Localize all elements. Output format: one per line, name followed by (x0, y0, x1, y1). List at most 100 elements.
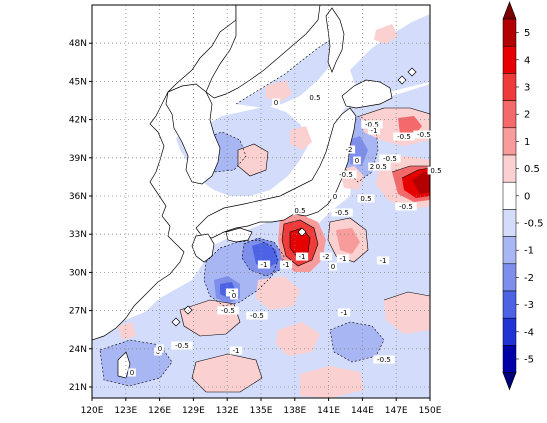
contour-line (179, 299, 241, 337)
negative-anomaly-region (350, 14, 430, 98)
positive-anomaly-region (238, 144, 268, 176)
positive-anomaly-region (290, 126, 312, 150)
contour-label: -1 (341, 309, 348, 317)
lon-tick-label: 126E (148, 406, 171, 416)
lon-tick-label: 144E (351, 406, 374, 416)
contour-label: -0.5 (383, 155, 397, 163)
lon-tick-label: 129E (182, 406, 205, 416)
contour-label-bg (128, 368, 136, 377)
lat-tick-label: 33N (69, 230, 87, 240)
contour-line (329, 321, 385, 363)
contour-label-bg (279, 260, 293, 269)
colorbar-label: 0 (524, 191, 530, 202)
contour-line (191, 353, 263, 393)
colorbar-label: 3 (524, 83, 530, 94)
latitude-axis: 21N 24N 27N 30N 33N 36N 39N 42N 45N 48N (69, 39, 92, 393)
contour-line (401, 167, 430, 179)
contour-label: -0.5 (250, 312, 264, 320)
colorbar-segment (502, 73, 517, 101)
longitude-axis: 120E 123E 126E 129E 132E 135E 138E 141E 144E 147E… (81, 398, 442, 416)
contour-label-bg (217, 306, 239, 315)
colorbar-label: 0.5 (524, 164, 540, 175)
positive-anomaly-region (266, 80, 292, 102)
contour-label: -1 (283, 261, 290, 269)
contour-line (281, 219, 319, 267)
colorbar-segment (502, 45, 517, 74)
colorbar-label: -2 (524, 273, 534, 284)
contour-label-bg (246, 311, 268, 320)
contour-label-bg (361, 120, 383, 129)
contour-line (327, 217, 369, 263)
contour-label: -0.5 (335, 209, 349, 217)
lon-tick-label: 120E (81, 406, 104, 416)
contour-line (359, 107, 430, 117)
contour-label: -1 (340, 255, 347, 263)
contour-label-bg (427, 166, 445, 175)
contour-label: 0 (130, 369, 134, 377)
colorbar-segment (502, 127, 517, 156)
map-plot-area (92, 5, 430, 398)
colorbar: 5 4 3 2 1 0.5 0 -0.5 -1 -2 -3 -4 -5 (502, 1, 544, 391)
contour-label-bg (337, 308, 351, 317)
contour-label-bg (413, 130, 435, 139)
colorbar-label: 1 (524, 137, 530, 148)
positive-anomaly-region (276, 322, 320, 356)
contour-line (241, 237, 285, 277)
colorbar-label: -4 (524, 327, 534, 338)
contour-line (339, 115, 379, 183)
contour-label-bg (393, 132, 415, 141)
contour-label-bg (336, 254, 350, 263)
contour-label: -0.5 (175, 342, 189, 350)
negative-anomaly-region (236, 40, 340, 108)
contour-label: -0.5 (365, 121, 379, 129)
contour-label-bg (367, 126, 381, 135)
contour-label: 0 (158, 345, 162, 353)
contour-label: -1 (380, 257, 387, 265)
colorbar-label: -5 (524, 355, 534, 366)
contour-label: -0.5 (221, 307, 235, 315)
contour-label-bg (331, 192, 339, 201)
ryukyu-island (171, 317, 181, 327)
contour-line (237, 143, 269, 177)
contour-label-bg (357, 194, 375, 203)
contour-label: -0.5 (417, 131, 431, 139)
contour-label-bg (306, 93, 324, 102)
lon-tick-label: 132E (216, 406, 239, 416)
positive-anomaly-region (336, 228, 360, 254)
contour-label: 0 (274, 99, 278, 107)
lat-tick-label: 42N (69, 116, 87, 126)
japan-kyushu (191, 233, 215, 263)
contour-label-bg (379, 154, 401, 163)
contour-line (391, 165, 430, 173)
lat-tick-label: 27N (69, 307, 87, 317)
contour-label-bg (368, 162, 376, 171)
contour-label-bg (376, 256, 390, 265)
contour-label-bg (331, 208, 353, 217)
contour-label-bg (229, 346, 243, 355)
contour-label-bg (353, 156, 361, 165)
lat-tick-label: 48N (69, 39, 87, 49)
contour-label-bg (329, 262, 337, 271)
contour-label-bg (335, 170, 357, 179)
contour-label-bg (295, 252, 309, 261)
lat-tick-label: 24N (69, 345, 87, 355)
contour-label: 0.5 (294, 207, 305, 215)
contour-label: 0 (232, 292, 236, 300)
positive-anomaly-region (374, 24, 398, 44)
colorbar-label: 4 (524, 55, 530, 66)
contour-label: -2 (323, 253, 330, 261)
colorbar-segment (502, 209, 517, 237)
contour-label: 0 (333, 193, 337, 201)
colorbar-segment (502, 18, 517, 47)
colorbar-bottom-arrow (502, 372, 517, 391)
lon-tick-label: 147E (385, 406, 408, 416)
contour-line (235, 39, 331, 105)
lon-tick-label: 123E (114, 406, 137, 416)
contour-label-layer: 00.5-0.5-1-20-0.50.5-1-1-0.50-0.50.5-10-… (128, 93, 445, 377)
lat-tick-label: 45N (69, 77, 87, 87)
contour-label: -1 (371, 127, 378, 135)
lat-tick-label: 39N (69, 154, 87, 164)
colorbar-label: -0.5 (524, 219, 544, 230)
lat-tick-label: 30N (69, 268, 87, 278)
